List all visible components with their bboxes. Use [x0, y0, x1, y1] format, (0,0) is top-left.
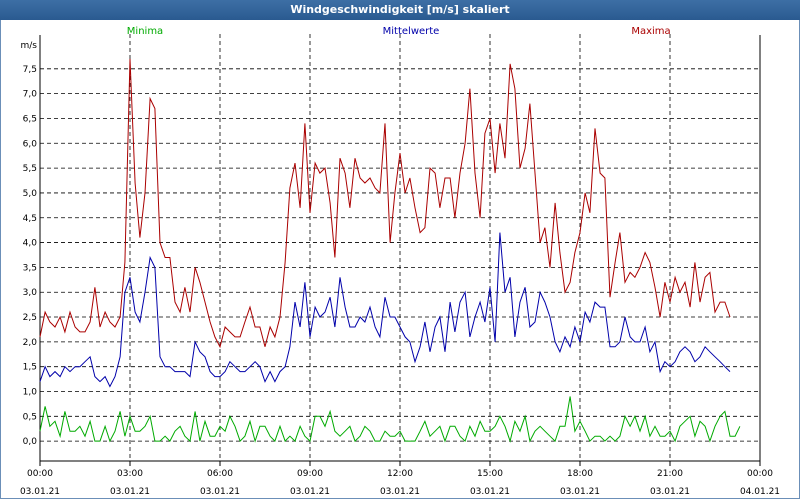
x-tick-date: 03.01.21: [200, 487, 240, 497]
y-tick-label: 2,5: [23, 313, 37, 323]
legend-entry-mittelwerte: Mittelwerte: [383, 26, 440, 37]
series-line-maxima: [39, 58, 731, 349]
x-tick-time: 12:00: [387, 469, 413, 479]
x-tick-date: 04.01.21: [740, 487, 780, 497]
x-tick-time: 09:00: [297, 469, 323, 479]
y-axis-unit: m/s: [21, 41, 38, 51]
y-tick-label: 2,0: [23, 338, 38, 348]
y-tick-label: 5,0: [23, 189, 38, 199]
tick-labels: 0,0 0,5 1,0 1,5 2,0 2,5 3,0 3,5 4,0 4,5 5,0 5,5 6,0 6…: [20, 41, 780, 497]
x-tick-time: 21:00: [657, 469, 683, 479]
y-tick-label: 5,5: [23, 164, 37, 174]
y-tick-label: 4,5: [23, 214, 37, 224]
legend-entry-maxima: Maxima: [631, 26, 670, 37]
y-tick-label: 0,0: [23, 437, 38, 447]
y-tick-label: 7,0: [23, 90, 38, 100]
x-tick-time: 00:00: [747, 469, 773, 479]
legend: Maxima Mittelwerte Minima: [127, 26, 671, 37]
x-tick-date: 03.01.21: [110, 487, 150, 497]
x-tick-time: 18:00: [567, 469, 593, 479]
legend-entry-minima: Minima: [127, 26, 163, 37]
x-tick-time: 15:00: [477, 469, 503, 479]
y-tick-label: 4,0: [23, 239, 38, 249]
x-tick-date: 03.01.21: [20, 487, 60, 497]
y-tick-label: 0,5: [23, 412, 37, 422]
y-tick-label: 7,5: [23, 65, 37, 75]
x-tick-date: 03.01.21: [650, 487, 690, 497]
x-tick-date: 03.01.21: [560, 487, 600, 497]
y-tick-label: 3,5: [23, 263, 37, 273]
chart-title: Windgeschwindigkeit [m/s] skaliert: [0, 0, 800, 20]
y-tick-label: 1,5: [23, 363, 37, 373]
y-tick-label: 3,0: [23, 288, 38, 298]
grid-lines: [40, 34, 760, 461]
x-tick-date: 03.01.21: [380, 487, 420, 497]
series-line-minima: [39, 396, 741, 443]
x-tick-date: 03.01.21: [470, 487, 510, 497]
series-lines: [39, 58, 741, 443]
series-line-mittelwerte: [39, 232, 731, 388]
y-tick-label: 6,0: [23, 139, 38, 149]
x-tick-time: 00:00: [27, 469, 53, 479]
x-tick-time: 03:00: [117, 469, 143, 479]
y-tick-label: 6,5: [23, 114, 37, 124]
x-tick-date: 03.01.21: [290, 487, 330, 497]
axes: [39, 35, 761, 466]
x-tick-time: 06:00: [207, 469, 233, 479]
y-tick-label: 1,0: [23, 388, 38, 398]
